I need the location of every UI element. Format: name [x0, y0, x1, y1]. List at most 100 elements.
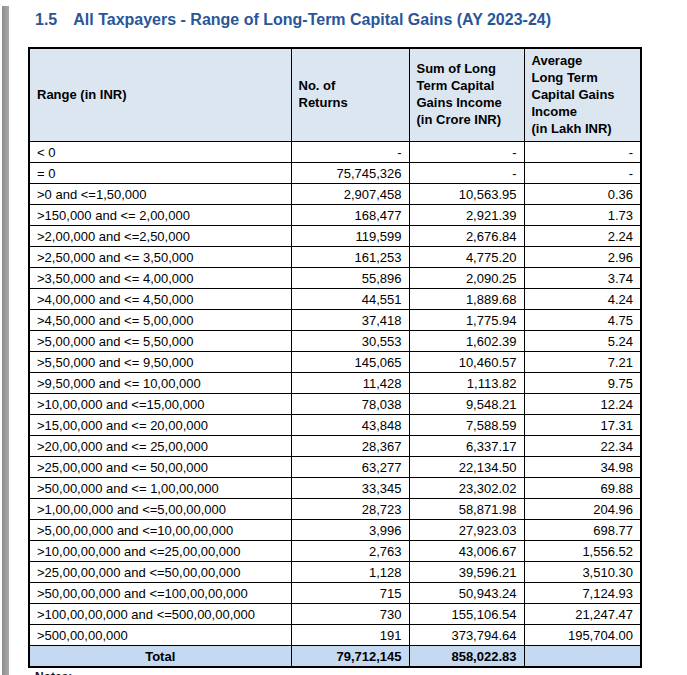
returns-cell: 1,128 — [291, 562, 409, 583]
table-row: >3,50,000 and <= 4,00,00055,8962,090.253… — [29, 268, 641, 289]
sum-cell: 4,775.20 — [409, 247, 524, 268]
avg-cell: 204.96 — [524, 499, 641, 520]
returns-cell: 78,038 — [291, 394, 409, 415]
table-row: >4,50,000 and <= 5,00,00037,4181,775.944… — [29, 310, 641, 331]
avg-cell: 7,124.93 — [524, 583, 641, 604]
range-cell: >10,00,000 and <=15,00,000 — [29, 394, 291, 415]
header-sum-ltcg: Sum of Long Term Capital Gains Income (i… — [409, 48, 524, 142]
avg-cell: 698.77 — [524, 520, 641, 541]
sum-cell: 2,921.39 — [409, 205, 524, 226]
returns-cell: 44,551 — [291, 289, 409, 310]
range-cell: >500,00,00,000 — [29, 625, 291, 646]
avg-cell: 22.34 — [524, 436, 641, 457]
table-row: >9,50,000 and <= 10,00,00011,4281,113.82… — [29, 373, 641, 394]
range-cell: >50,00,000 and <= 1,00,00,000 — [29, 478, 291, 499]
sum-cell: 155,106.54 — [409, 604, 524, 625]
table-row: >2,50,000 and <= 3,50,000161,2534,775.20… — [29, 247, 641, 268]
table-row: >500,00,00,000191373,794.64195,704.00 — [29, 625, 641, 646]
range-cell: >0 and <=1,50,000 — [29, 184, 291, 205]
ltcg-range-table: Range (in INR) No. of Returns Sum of Lon… — [28, 47, 642, 668]
table-row: >5,00,00,000 and <=10,00,00,0003,99627,9… — [29, 520, 641, 541]
sum-cell: 22,134.50 — [409, 457, 524, 478]
sum-cell: 2,090.25 — [409, 268, 524, 289]
returns-cell: 3,996 — [291, 520, 409, 541]
avg-cell: 2.24 — [524, 226, 641, 247]
page-edge-strip — [2, 6, 9, 675]
sum-cell: 39,596.21 — [409, 562, 524, 583]
avg-cell: 3.74 — [524, 268, 641, 289]
header-range: Range (in INR) — [29, 48, 291, 142]
table-row: >20,00,000 and <= 25,00,00028,3676,337.1… — [29, 436, 641, 457]
avg-cell: 3,510.30 — [524, 562, 641, 583]
sum-cell: 50,943.24 — [409, 583, 524, 604]
table-row: >10,00,000 and <=15,00,00078,0389,548.21… — [29, 394, 641, 415]
sum-cell: 373,794.64 — [409, 625, 524, 646]
returns-cell: 43,848 — [291, 415, 409, 436]
header-avg-ltcg: Average Long Term Capital Gains Income (… — [524, 48, 641, 142]
table-row: < 0--- — [29, 142, 641, 163]
range-cell: >1,00,00,000 and <=5,00,00,000 — [29, 499, 291, 520]
table-row: >25,00,000 and <= 50,00,00063,27722,134.… — [29, 457, 641, 478]
range-cell: >3,50,000 and <= 4,00,000 — [29, 268, 291, 289]
sum-cell: 43,006.67 — [409, 541, 524, 562]
avg-cell: 69.88 — [524, 478, 641, 499]
avg-cell: 21,247.47 — [524, 604, 641, 625]
range-cell: >9,50,000 and <= 10,00,000 — [29, 373, 291, 394]
total-row: Total 79,712,145 858,022.83 — [29, 646, 641, 668]
table-row: >0 and <=1,50,0002,907,45810,563.950.36 — [29, 184, 641, 205]
avg-cell: 7.21 — [524, 352, 641, 373]
total-avg — [524, 646, 641, 668]
table-row: >50,00,000 and <= 1,00,00,00033,34523,30… — [29, 478, 641, 499]
table-row: >50,00,00,000 and <=100,00,00,00071550,9… — [29, 583, 641, 604]
returns-cell: 37,418 — [291, 310, 409, 331]
range-cell: >10,00,00,000 and <=25,00,00,000 — [29, 541, 291, 562]
avg-cell: 195,704.00 — [524, 625, 641, 646]
range-cell: = 0 — [29, 163, 291, 184]
range-cell: >2,50,000 and <= 3,50,000 — [29, 247, 291, 268]
returns-cell: 75,745,326 — [291, 163, 409, 184]
table-row: >150,000 and <= 2,00,000168,4772,921.391… — [29, 205, 641, 226]
returns-cell: 2,907,458 — [291, 184, 409, 205]
range-cell: >25,00,000 and <= 50,00,000 — [29, 457, 291, 478]
range-cell: >50,00,00,000 and <=100,00,00,000 — [29, 583, 291, 604]
total-sum: 858,022.83 — [409, 646, 524, 668]
sum-cell: 10,460.57 — [409, 352, 524, 373]
returns-cell: 63,277 — [291, 457, 409, 478]
avg-cell: 9.75 — [524, 373, 641, 394]
section-title-text: All Taxpayers - Range of Long-Term Capit… — [73, 11, 551, 28]
avg-cell: 34.98 — [524, 457, 641, 478]
sum-cell: 10,563.95 — [409, 184, 524, 205]
header-returns: No. of Returns — [291, 48, 409, 142]
table-row: >2,00,000 and <=2,50,000119,5992,676.842… — [29, 226, 641, 247]
table-row: = 075,745,326-- — [29, 163, 641, 184]
avg-cell: 12.24 — [524, 394, 641, 415]
avg-cell: 17.31 — [524, 415, 641, 436]
avg-cell: 4.24 — [524, 289, 641, 310]
range-cell: >150,000 and <= 2,00,000 — [29, 205, 291, 226]
sum-cell: 1,602.39 — [409, 331, 524, 352]
sum-cell: 58,871.98 — [409, 499, 524, 520]
returns-cell: 161,253 — [291, 247, 409, 268]
avg-cell: - — [524, 163, 641, 184]
sum-cell: 1,113.82 — [409, 373, 524, 394]
table-row: >1,00,00,000 and <=5,00,00,00028,72358,8… — [29, 499, 641, 520]
table-row: >5,50,000 and <= 9,50,000145,06510,460.5… — [29, 352, 641, 373]
avg-cell: 0.36 — [524, 184, 641, 205]
table-row: >15,00,000 and <= 20,00,00043,8487,588.5… — [29, 415, 641, 436]
returns-cell: 33,345 — [291, 478, 409, 499]
table-row: >4,00,000 and <= 4,50,00044,5511,889.684… — [29, 289, 641, 310]
returns-cell: 191 — [291, 625, 409, 646]
range-cell: >5,00,000 and <= 5,50,000 — [29, 331, 291, 352]
range-cell: >2,00,000 and <=2,50,000 — [29, 226, 291, 247]
range-cell: >100,00,00,000 and <=500,00,00,000 — [29, 604, 291, 625]
returns-cell: 145,065 — [291, 352, 409, 373]
total-returns: 79,712,145 — [291, 646, 409, 668]
sum-cell: - — [409, 142, 524, 163]
avg-cell: 1,556.52 — [524, 541, 641, 562]
table-body: < 0---= 075,745,326-->0 and <=1,50,0002,… — [29, 142, 641, 646]
sum-cell: 2,676.84 — [409, 226, 524, 247]
avg-cell: - — [524, 142, 641, 163]
avg-cell: 5.24 — [524, 331, 641, 352]
sum-cell: 27,923.03 — [409, 520, 524, 541]
avg-cell: 1.73 — [524, 205, 641, 226]
